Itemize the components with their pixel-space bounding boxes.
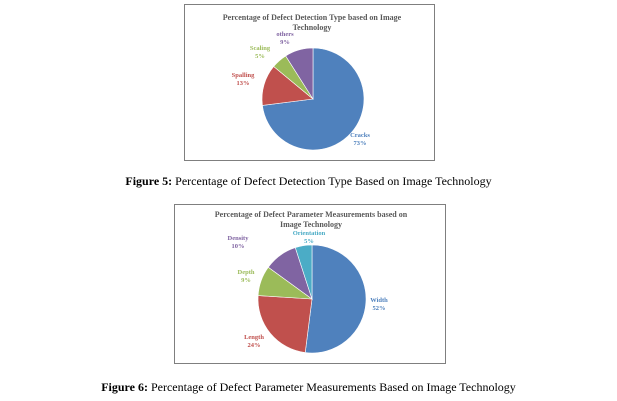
chart-title-line-2: Image Technology [280, 220, 342, 229]
pie-slices [257, 244, 367, 354]
slice-value-density: 10% [232, 243, 245, 250]
slice-value-width: 52% [373, 305, 386, 312]
chart-title-line-1: Percentage of Defect Parameter Measureme… [215, 210, 408, 219]
slice-value-spalling: 13% [237, 80, 250, 87]
slice-label-scaling: Scaling [250, 45, 271, 52]
slice-label-others: others [276, 31, 294, 38]
chart-frame-defect-parameter-measurements: Percentage of Defect Parameter Measureme… [174, 204, 446, 364]
slice-label-orientation: Orientation [293, 230, 326, 237]
pie-slice-orientation [294, 244, 313, 300]
pie-slice-length [257, 295, 313, 353]
slice-label-density: Density [228, 235, 250, 242]
slice-label-length: Length [244, 334, 264, 341]
slice-label-width: Width [370, 297, 388, 304]
chart-frame-defect-detection-type: Percentage of Defect Detection Type base… [184, 4, 435, 161]
pie-chart-defect-parameter-measurements: Percentage of Defect Parameter Measureme… [215, 210, 408, 354]
chart-title-line-1: Percentage of Defect Detection Type base… [223, 13, 402, 22]
figure-6-caption: Figure 6: Percentage of Defect Parameter… [0, 380, 617, 395]
figure-6-label: Figure 6: [101, 380, 148, 394]
slice-value-others: 9% [280, 39, 290, 46]
slice-value-depth: 9% [241, 277, 251, 284]
slice-label-spalling: Spalling [232, 72, 256, 79]
slice-value-orientation: 5% [304, 238, 314, 245]
chart-title-line-2: Technology [293, 23, 332, 32]
slice-value-scaling: 5% [255, 53, 265, 60]
pie-chart-defect-detection-type: Percentage of Defect Detection Type base… [223, 13, 402, 151]
slice-label-cracks: Cracks [350, 132, 370, 139]
pie-slice-width [304, 244, 367, 354]
figure-5-text: Percentage of Defect Detection Type Base… [172, 174, 492, 188]
pie-slices [261, 47, 365, 151]
figure-6-text: Percentage of Defect Parameter Measureme… [147, 380, 516, 394]
slice-value-cracks: 73% [354, 140, 367, 147]
slice-label-depth: Depth [238, 269, 255, 276]
slice-value-length: 24% [248, 342, 261, 349]
pie-slice-others [285, 47, 314, 101]
figure-5-caption: Figure 5: Percentage of Defect Detection… [0, 174, 617, 189]
figure-5-label: Figure 5: [125, 174, 173, 188]
